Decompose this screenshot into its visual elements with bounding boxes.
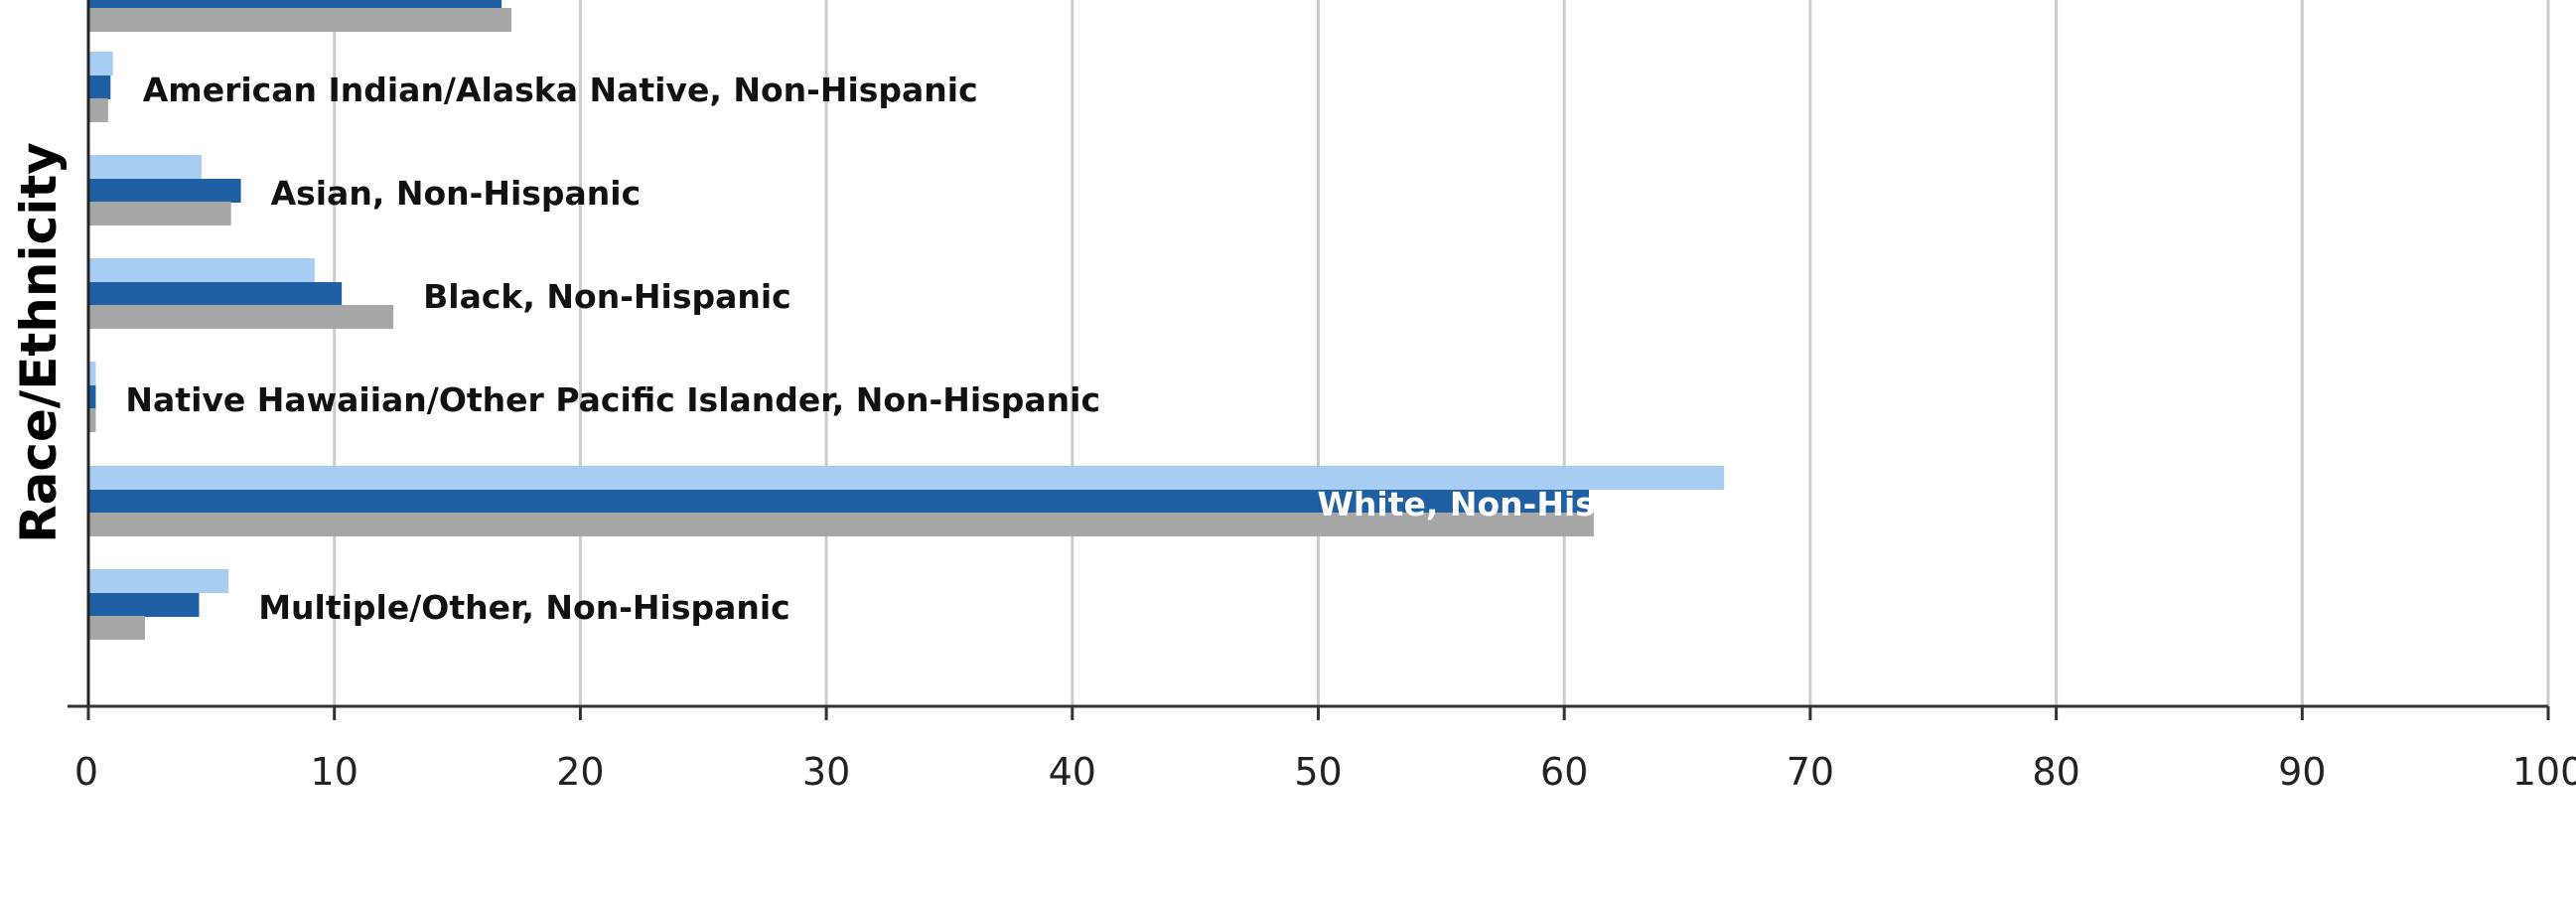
x-tick-label: 80 — [2032, 750, 2079, 794]
bar — [88, 466, 1725, 490]
bar — [88, 258, 315, 282]
x-tick-label: 50 — [1294, 750, 1342, 794]
bar — [88, 490, 1589, 514]
x-tick-label: 0 — [74, 750, 98, 794]
bar — [88, 362, 96, 385]
x-tick-label: 20 — [556, 750, 604, 794]
category-label: Asian, Non-Hispanic — [271, 174, 642, 213]
x-tick-label: 100 — [2512, 750, 2576, 794]
bar — [88, 52, 113, 75]
x-tick-label: 90 — [2278, 750, 2326, 794]
y-axis-title: Race/Ethnicity — [10, 142, 68, 543]
category-label: American Indian/Alaska Native, Non-Hispa… — [143, 71, 978, 109]
category-label: Black, Non-Hispanic — [423, 277, 791, 316]
bar — [88, 408, 96, 432]
gridlines — [333, 0, 2550, 706]
bar — [88, 593, 200, 617]
bar — [88, 385, 96, 409]
bar — [88, 98, 108, 122]
x-tick-label: 30 — [802, 750, 850, 794]
axes: 0 10 20 30 40 50 60 70 80 90 100 — [68, 0, 2576, 794]
bar — [88, 305, 394, 329]
category-label: Multiple/Other, Non-Hispanic — [258, 588, 790, 627]
labels: American Indian/Alaska Native, Non-Hispa… — [125, 71, 1694, 627]
bar — [88, 75, 111, 99]
bar — [88, 513, 1594, 536]
x-tick-label: 40 — [1049, 750, 1096, 794]
bars — [88, 0, 1725, 640]
bar — [88, 282, 343, 306]
category-label: White, Non-Hispanic — [1318, 485, 1695, 523]
bar — [88, 569, 229, 593]
bar — [88, 179, 241, 203]
bar — [88, 202, 231, 225]
bar — [88, 0, 502, 9]
x-tick-label: 60 — [1540, 750, 1588, 794]
bar — [88, 616, 145, 640]
category-label: Native Hawaiian/Other Pacific Islander, … — [125, 380, 1100, 419]
x-tick-label: 70 — [1787, 750, 1834, 794]
bar — [88, 8, 512, 32]
bar — [88, 155, 202, 179]
x-tick-label: 10 — [311, 750, 358, 794]
